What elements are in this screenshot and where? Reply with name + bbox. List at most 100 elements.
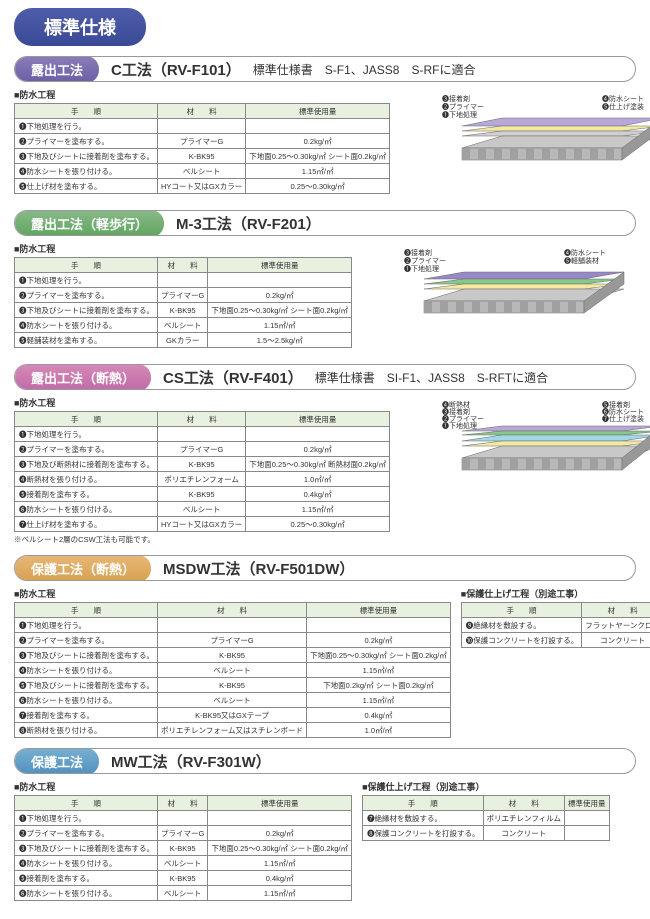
section-header: 露出工法 C工法（RV-F101） 標準仕様書 S-F1、JASS8 S-RFに… bbox=[14, 56, 636, 82]
table-header: 手 順 bbox=[461, 603, 582, 618]
material-cell: ベルシート bbox=[158, 318, 208, 333]
step-cell: ❶下地処理を行う。 bbox=[15, 273, 158, 288]
table-row: ❼接着剤を塗布する。K-BK95又はGXテープ0.4kg/㎡ bbox=[15, 708, 451, 723]
compliance-text: 標準仕様書 S-F1、JASS8 S-RFに適合 bbox=[253, 61, 476, 78]
table-row: ❶下地処理を行う。 bbox=[15, 811, 352, 826]
method-name: MSDW工法（RV-F501DW） bbox=[163, 558, 354, 579]
material-cell: ベルシート bbox=[158, 856, 208, 871]
step-cell: ❸下地及びシートに接着剤を塗布する。 bbox=[15, 303, 158, 318]
step-cell: ❽保護コンクリートを打設する。 bbox=[363, 826, 484, 841]
svg-text:❺仕上げ塗装: ❺仕上げ塗装 bbox=[602, 102, 644, 111]
usage-cell: 下地面0.25～0.30kg/㎡ 断熱材面0.2kg/㎡ bbox=[246, 457, 390, 472]
material-cell: ベルシート bbox=[158, 663, 307, 678]
material-cell: K-BK95 bbox=[158, 487, 246, 502]
table-header: 標準使用量 bbox=[307, 603, 451, 618]
material-cell: プライマーG bbox=[158, 288, 208, 303]
table-row: ❹断熱材を張り付ける。ポリエチレンフォーム1.0㎡/㎡ bbox=[15, 472, 390, 487]
svg-text:❹防水シート: ❹防水シート bbox=[602, 94, 644, 103]
section-header: 露出工法（軽歩行） M-3工法（RV-F201） bbox=[14, 210, 636, 236]
step-cell: ❸下地及びシートに接着剤を塗布する。 bbox=[15, 648, 158, 663]
table-row: ❺接着剤を塗布する。K-BK950.4kg/㎡ bbox=[15, 871, 352, 886]
svg-text:❷プライマー: ❷プライマー bbox=[442, 103, 484, 111]
table-header: 材 料 bbox=[582, 603, 650, 618]
step-cell: ❺軽舗装材を塗布する。 bbox=[15, 333, 158, 348]
process-table: 手 順材 料標準使用量❶下地処理を行う。❷プライマーを塗布する。プライマーG0.… bbox=[14, 795, 352, 901]
table-header: 標準使用量 bbox=[246, 104, 390, 119]
svg-text:❸接着剤: ❸接着剤 bbox=[404, 248, 432, 257]
table-row: ❿保護コンクリートを打設する。コンクリート bbox=[461, 633, 650, 648]
table-title: ■保護仕上げ工程（別途工事） bbox=[362, 780, 609, 793]
step-cell: ❸下地及びシートに接着剤を塗布する。 bbox=[15, 149, 158, 164]
table-row: ❺軽舗装材を塗布する。GKカラー1.5～2.5kg/㎡ bbox=[15, 333, 352, 348]
table-header: 手 順 bbox=[15, 603, 158, 618]
usage-cell: 1.15㎡/㎡ bbox=[246, 502, 390, 517]
material-cell: プライマーG bbox=[158, 826, 208, 841]
step-cell: ❼仕上げ材を塗布する。 bbox=[15, 517, 158, 532]
svg-text:❻防水シート: ❻防水シート bbox=[602, 407, 644, 416]
material-cell: HYコート又はGXカラー bbox=[158, 179, 246, 194]
material-cell: K-BK95 bbox=[158, 303, 208, 318]
method-name: CS工法（RV-F401） bbox=[163, 367, 303, 388]
table-row: ❽保護コンクリートを打設する。コンクリート bbox=[363, 826, 609, 841]
diagram-container: ❼絶縁材❺接着剤❹防水シート❸接着剤❷プライマー❶下地処理❽押え層❻防水シート目… bbox=[622, 780, 650, 901]
table-title: ■防水工程 bbox=[14, 780, 352, 793]
step-cell: ❾絶縁材を敷設する。 bbox=[461, 618, 582, 633]
table-header: 材 料 bbox=[158, 796, 208, 811]
step-cell: ❻防水シートを張り付ける。 bbox=[15, 502, 158, 517]
usage-cell: 0.2kg/㎡ bbox=[208, 826, 352, 841]
svg-text:❺軽舗装材: ❺軽舗装材 bbox=[564, 256, 599, 265]
category-pill: 露出工法 bbox=[15, 56, 99, 82]
svg-text:❼仕上げ塗装: ❼仕上げ塗装 bbox=[602, 414, 644, 423]
table-header: 材 料 bbox=[158, 412, 246, 427]
table-row: ❷プライマーを塗布する。プライマーG0.2kg/㎡ bbox=[15, 442, 390, 457]
section-s2: 露出工法（軽歩行） M-3工法（RV-F201） ■防水工程手 順材 料標準使用… bbox=[14, 210, 636, 354]
material-cell bbox=[158, 618, 307, 633]
category-pill: 保護工法 bbox=[15, 748, 99, 774]
usage-cell: 下地面0.2kg/㎡ シート面0.2kg/㎡ bbox=[307, 678, 451, 693]
usage-cell: 1.0㎡/㎡ bbox=[246, 472, 390, 487]
table-row: ❺仕上げ材を塗布する。HYコート又はGXカラー0.25～0.30kg/㎡ bbox=[15, 179, 390, 194]
category-pill: 保護工法（断熱） bbox=[15, 555, 151, 581]
compliance-text: 標準仕様書 SI-F1、JASS8 S-RFTに適合 bbox=[315, 369, 548, 386]
svg-text:❸接着剤: ❸接着剤 bbox=[442, 94, 470, 103]
step-cell: ❹防水シートを張り付ける。 bbox=[15, 856, 158, 871]
table-title: ■防水工程 bbox=[14, 88, 390, 101]
table-header: 材 料 bbox=[483, 796, 564, 811]
layer-diagram: ❸接着剤❷プライマー❶下地処理❹防水シート❺軽舗装材 bbox=[364, 242, 644, 352]
table-header: 手 順 bbox=[363, 796, 484, 811]
material-cell: K-BK95 bbox=[158, 678, 307, 693]
diagram-container: ❸接着剤❷プライマー❶下地処理❹防水シート❺軽舗装材 bbox=[364, 242, 644, 354]
step-cell: ❺仕上げ材を塗布する。 bbox=[15, 179, 158, 194]
svg-text:❶下地処理: ❶下地処理 bbox=[442, 421, 477, 430]
section-s5: 保護工法 MW工法（RV-F301W） ■防水工程手 順材 料標準使用量❶下地処… bbox=[14, 748, 636, 901]
method-name: M-3工法（RV-F201） bbox=[176, 213, 321, 234]
table-note: ※ベルシート2層のCSW工法も可能です。 bbox=[14, 534, 390, 545]
step-cell: ❺接着剤を塗布する。 bbox=[15, 871, 158, 886]
usage-cell: 下地面0.25～0.30kg/㎡ シート面0.2kg/㎡ bbox=[208, 841, 352, 856]
usage-cell bbox=[246, 119, 390, 134]
material-cell: プライマーG bbox=[158, 134, 246, 149]
table-row: ❺接着剤を塗布する。K-BK950.4kg/㎡ bbox=[15, 487, 390, 502]
material-cell: GKカラー bbox=[158, 333, 208, 348]
process-table: 手 順材 料標準使用量❶下地処理を行う。❷プライマーを塗布する。プライマーG0.… bbox=[14, 411, 390, 532]
step-cell: ❽断熱材を張り付ける。 bbox=[15, 723, 158, 738]
step-cell: ❷プライマーを塗布する。 bbox=[15, 288, 158, 303]
material-cell: ベルシート bbox=[158, 693, 307, 708]
usage-cell: 1.5～2.5kg/㎡ bbox=[208, 333, 352, 348]
table-row: ❶下地処理を行う。 bbox=[15, 618, 451, 633]
step-cell: ❸下地及びシートに接着剤を塗布する。 bbox=[15, 841, 158, 856]
usage-cell bbox=[565, 811, 610, 826]
usage-cell: 1.15㎡/㎡ bbox=[208, 856, 352, 871]
material-cell: K-BK95 bbox=[158, 841, 208, 856]
usage-cell: 0.4kg/㎡ bbox=[307, 708, 451, 723]
material-cell: プライマーG bbox=[158, 633, 307, 648]
table-row: ❾絶縁材を敷設する。フラットヤーンクロス bbox=[461, 618, 650, 633]
table-header: 標準使用量 bbox=[208, 258, 352, 273]
material-cell: ポリエチレンフォーム又はスチレンボード bbox=[158, 723, 307, 738]
table-header: 材 料 bbox=[158, 603, 307, 618]
usage-cell: 1.0㎡/㎡ bbox=[307, 723, 451, 738]
svg-text:❸接着剤: ❸接着剤 bbox=[442, 407, 470, 416]
table-row: ❸下地及びシートに接着剤を塗布する。K-BK95下地面0.25～0.30kg/㎡… bbox=[15, 303, 352, 318]
usage-cell bbox=[246, 427, 390, 442]
table-row: ❸下地及びシートに接着剤を塗布する。K-BK95下地面0.25～0.30kg/㎡… bbox=[15, 149, 390, 164]
